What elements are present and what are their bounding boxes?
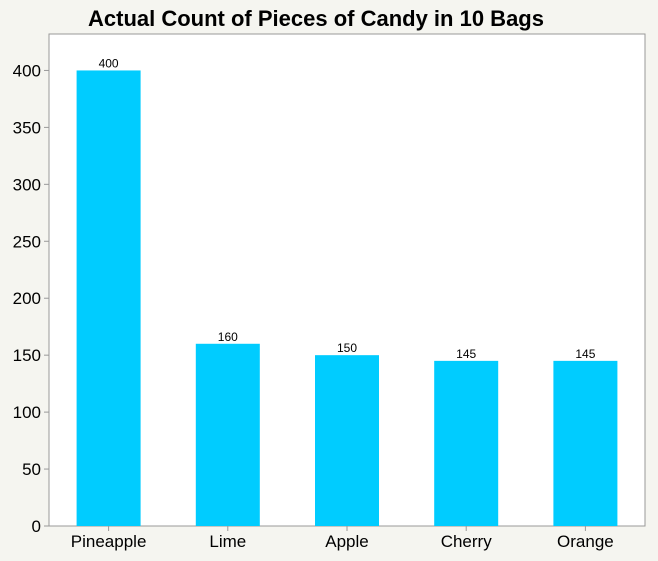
y-tick-label: 0	[32, 517, 41, 536]
y-tick-label: 200	[13, 289, 41, 308]
x-tick-label: Cherry	[441, 532, 493, 551]
data-label: 150	[337, 341, 357, 355]
data-label: 160	[218, 330, 238, 344]
y-tick-label: 300	[13, 175, 41, 194]
x-tick-label: Pineapple	[71, 532, 147, 551]
y-tick-label: 250	[13, 232, 41, 251]
chart-title: Actual Count of Pieces of Candy in 10 Ba…	[88, 6, 544, 31]
data-label: 145	[575, 347, 595, 361]
x-tick-label: Lime	[209, 532, 246, 551]
x-tick-label: Orange	[557, 532, 614, 551]
bar-lime	[195, 343, 260, 526]
data-label: 145	[456, 347, 476, 361]
y-axis: 0 50 100 150 200 250 300 350 400	[13, 61, 49, 536]
x-tick-label: Apple	[325, 532, 368, 551]
y-tick-label: 150	[13, 346, 41, 365]
x-axis: Pineapple Lime Apple Cherry Orange	[71, 526, 614, 551]
bar-orange	[553, 360, 618, 526]
data-label: 400	[99, 56, 119, 70]
bar-pineapple	[76, 70, 141, 526]
bars: 400 160 150 145 145	[76, 56, 618, 526]
y-tick-label: 400	[13, 61, 41, 80]
bar-apple	[315, 355, 379, 526]
bar-cherry	[434, 360, 499, 526]
y-tick-label: 350	[13, 118, 41, 137]
y-tick-label: 100	[13, 403, 41, 422]
y-tick-label: 50	[22, 460, 41, 479]
